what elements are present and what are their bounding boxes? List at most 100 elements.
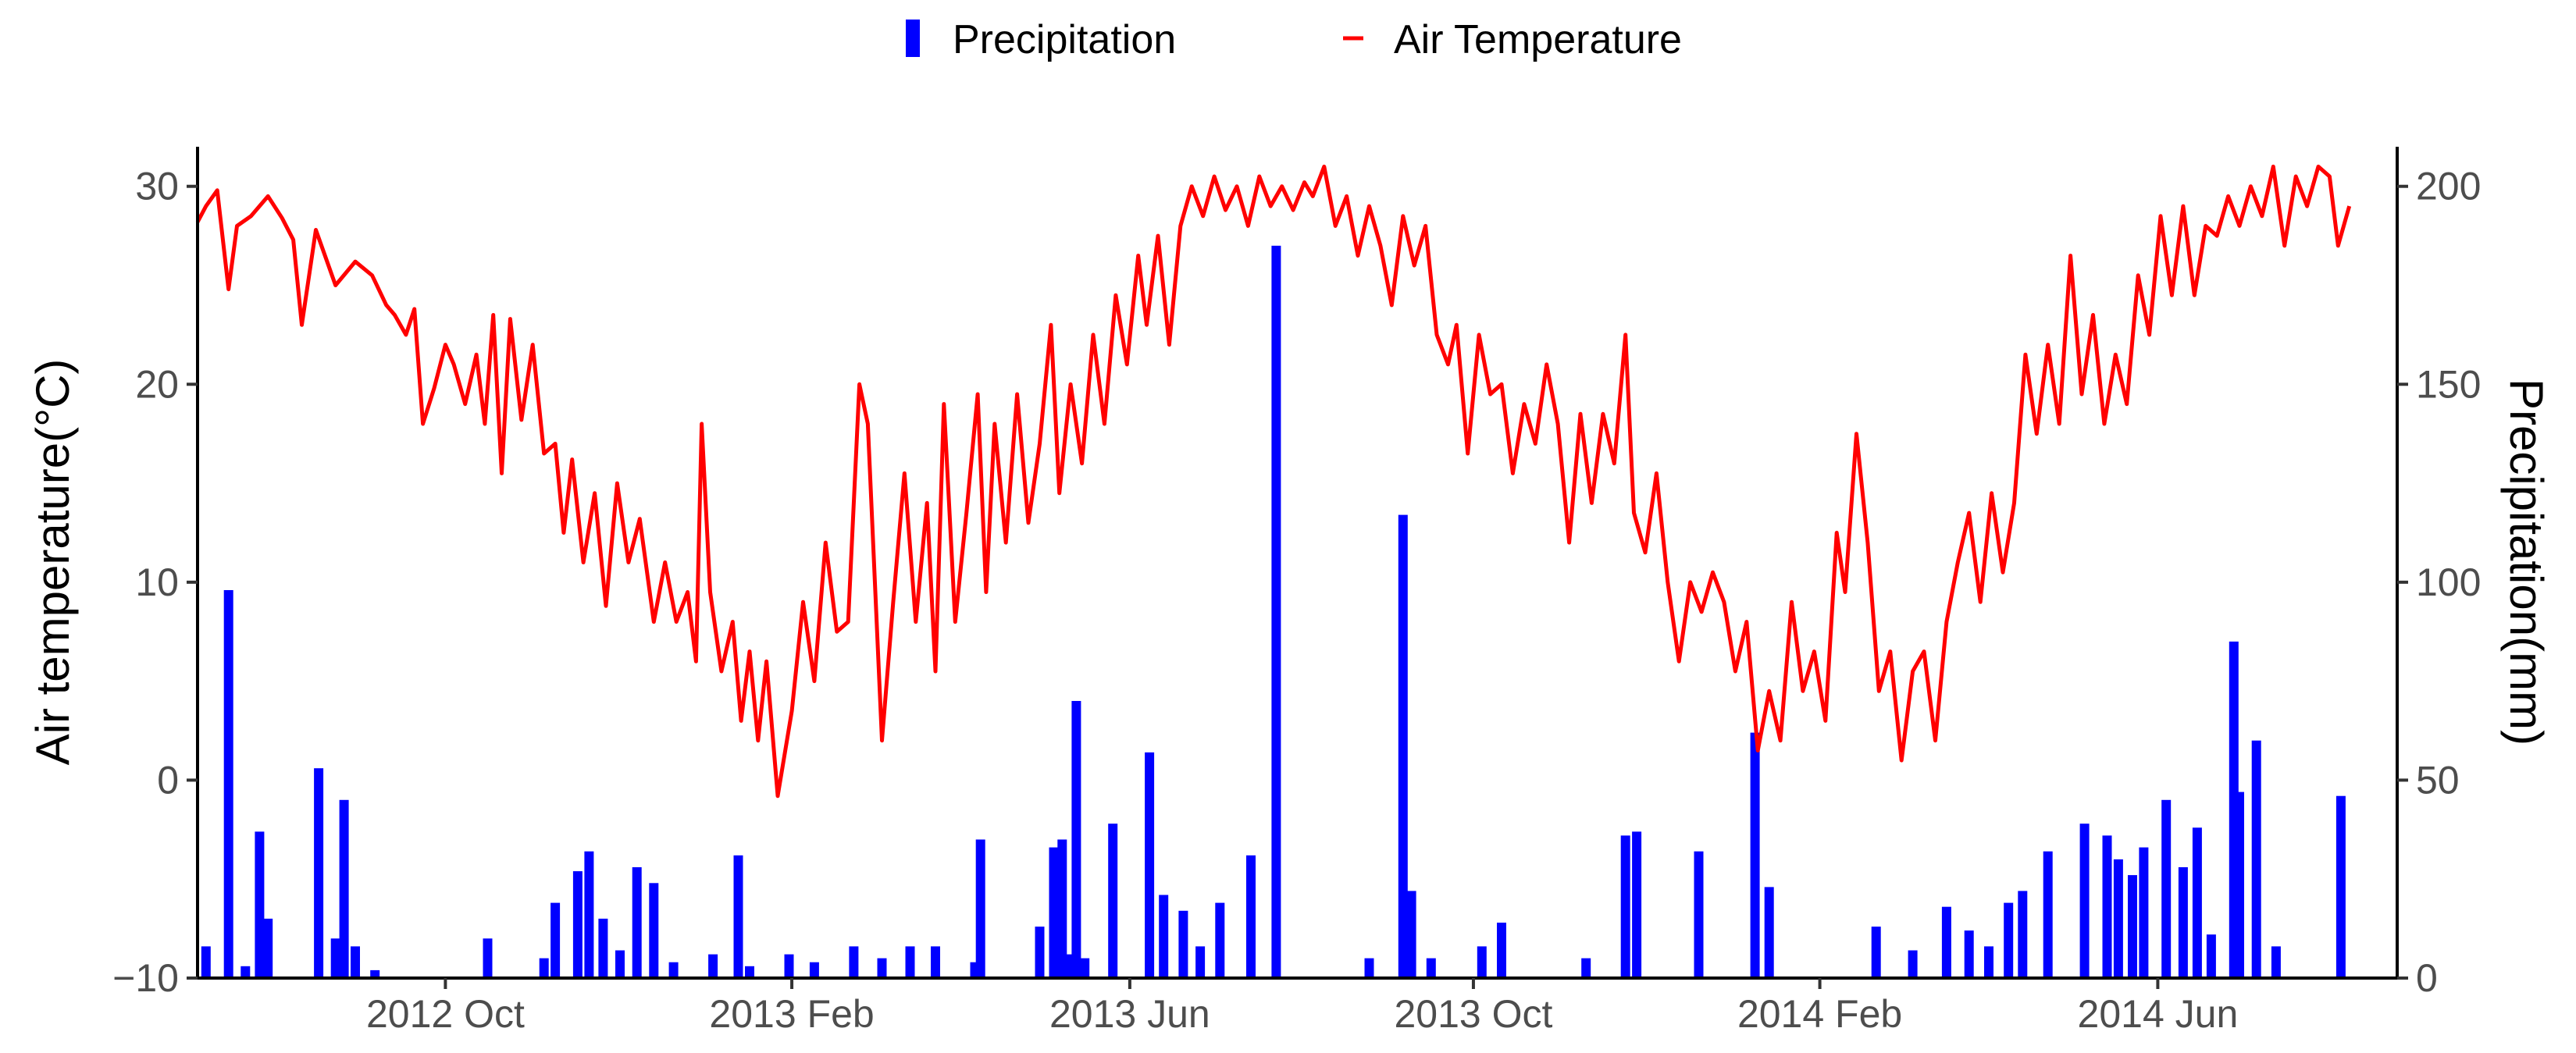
legend: Precipitation Air Temperature <box>906 17 1682 62</box>
precipitation-bar <box>255 831 265 978</box>
legend-temperature-label: Air Temperature <box>1394 17 1682 62</box>
precipitation-bar <box>1159 895 1169 978</box>
precipitation-bar <box>351 946 360 978</box>
precipitation-bar <box>784 954 794 978</box>
precipitation-bar <box>2178 867 2188 978</box>
precipitation-bar <box>1426 958 1436 978</box>
right-tick-label: 200 <box>2416 165 2481 208</box>
precipitation-bar <box>975 839 985 978</box>
precipitation-bar <box>1964 930 1974 978</box>
temperature-line-group <box>195 164 2352 799</box>
precipitation-bar <box>1497 923 1506 978</box>
precipitation-bar <box>550 902 561 978</box>
legend-precipitation-label: Precipitation <box>953 17 1176 62</box>
precipitation-bar <box>1908 950 1918 978</box>
precipitation-bar <box>668 962 679 978</box>
precipitation-bar <box>2251 740 2261 978</box>
precipitation-bar <box>314 768 324 978</box>
precipitation-bar <box>2336 795 2346 978</box>
x-tick-label: 2014 Feb <box>1737 992 1902 1036</box>
precipitation-bar <box>1195 946 1206 978</box>
precipitation-bar <box>2004 902 2014 978</box>
precipitation-bar <box>240 966 251 978</box>
left-tick-label: 10 <box>135 560 179 604</box>
x-axis-ticks: 2012 Oct 2013 Feb 2013 Jun 2013 Oct 2014 Feb… <box>366 978 2238 1036</box>
left-axis-ticks: 30 20 10 0 −10 <box>112 165 198 1000</box>
precipitation-bar <box>1071 701 1081 978</box>
precipitation-bar <box>1145 752 1155 978</box>
precipitation-bar <box>1215 902 1225 978</box>
air-temperature-line <box>195 164 2352 799</box>
precipitation-bar <box>1581 958 1591 978</box>
precipitation-bar <box>1080 958 1090 978</box>
precipitation-bar <box>2102 835 2112 978</box>
left-tick-label: −10 <box>112 956 179 1000</box>
precipitation-bar <box>1750 732 1760 978</box>
right-axis-ticks: 200 150 100 50 0 <box>2397 165 2481 1000</box>
precipitation-bar <box>330 938 340 978</box>
precipitation-bar <box>2113 859 2123 978</box>
precipitation-bar <box>584 851 594 978</box>
precipitation-bar <box>2271 946 2281 978</box>
precipitation-bar <box>1178 910 1188 978</box>
precipitation-bar <box>572 871 583 978</box>
x-tick-label: 2012 Oct <box>366 992 525 1036</box>
x-tick-label: 2014 Jun <box>2078 992 2239 1036</box>
left-tick-label: 30 <box>135 165 179 208</box>
precipitation-bar <box>339 799 349 978</box>
precipitation-bar <box>1632 831 1642 978</box>
precipitation-bar <box>632 867 642 978</box>
precipitation-bar <box>1035 927 1045 978</box>
precipitation-bar <box>2161 799 2172 978</box>
precipitation-bar <box>1108 824 1118 978</box>
precipitation-bar <box>1246 855 1256 978</box>
precipitation-bar <box>370 969 380 978</box>
precipitation-bar <box>539 958 549 978</box>
precipitation-bar <box>733 855 743 978</box>
precipitation-bar <box>263 918 273 978</box>
precipitation-bar <box>649 883 659 978</box>
precipitation-bar <box>809 962 819 978</box>
precipitation-bar <box>1984 946 1993 978</box>
precipitation-bar <box>483 938 493 978</box>
precipitation-bar <box>708 954 718 978</box>
x-tick-label: 2013 Oct <box>1394 992 1552 1036</box>
precipitation-bar <box>1477 946 1487 978</box>
precipitation-bar <box>849 946 859 978</box>
precipitation-bar <box>1063 954 1073 978</box>
precipitation-bar <box>223 590 233 978</box>
precipitation-bar <box>2018 891 2028 978</box>
x-tick-label: 2013 Feb <box>709 992 874 1036</box>
precipitation-bar <box>931 946 940 978</box>
precipitation-bar <box>1871 927 1881 978</box>
precipitation-bar <box>1620 835 1630 978</box>
precipitation-bar <box>877 958 887 978</box>
left-tick-label: 0 <box>157 758 179 802</box>
precipitation-bars <box>201 245 2346 978</box>
right-tick-label: 150 <box>2416 362 2481 406</box>
right-tick-label: 100 <box>2416 560 2481 604</box>
precipitation-bar <box>745 966 754 978</box>
precipitation-bar <box>2235 792 2244 978</box>
legend-precipitation-swatch <box>906 20 920 57</box>
precipitation-bar <box>2139 847 2149 978</box>
precipitation-bar <box>1764 887 1774 978</box>
precipitation-bar <box>1694 851 1704 978</box>
precipitation-bar <box>1364 958 1374 978</box>
y-left-title: Air temperature(°C) <box>27 359 79 766</box>
precipitation-bar <box>2043 851 2053 978</box>
left-tick-label: 20 <box>135 362 179 406</box>
y-right-title: Precipitation(mm) <box>2500 379 2553 745</box>
precipitation-bar <box>1406 891 1416 978</box>
precipitation-bar <box>615 950 625 978</box>
precipitation-bar <box>2079 824 2090 978</box>
right-tick-label: 50 <box>2416 758 2460 802</box>
precipitation-bar <box>1049 847 1059 978</box>
precipitation-bar <box>2206 934 2216 978</box>
precipitation-bar <box>1398 514 1408 978</box>
right-tick-label: 0 <box>2416 956 2438 1000</box>
precipitation-bar <box>2192 827 2202 978</box>
precipitation-bar <box>1057 839 1067 978</box>
precipitation-bar <box>598 918 608 978</box>
